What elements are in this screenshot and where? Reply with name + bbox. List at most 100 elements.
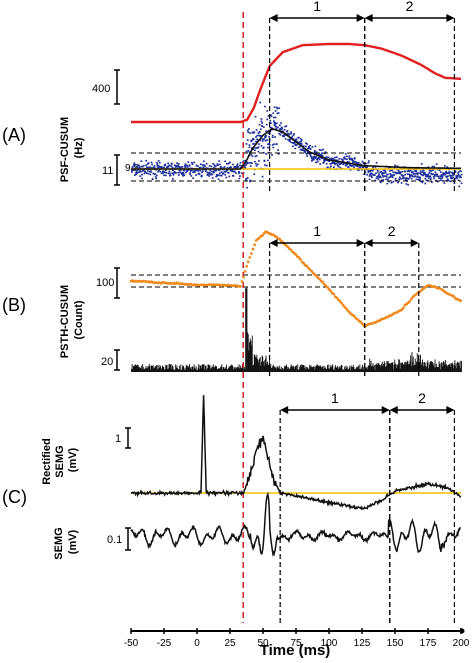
firing-dot (133, 162, 136, 164)
psth-bar (309, 364, 311, 372)
firing-dot (256, 134, 259, 137)
firing-dot (163, 171, 166, 173)
psth-bar (215, 366, 217, 372)
psth-bar (214, 365, 216, 372)
firing-dot (300, 143, 303, 145)
psth-bar (351, 367, 353, 372)
firing-dot (191, 161, 193, 164)
firing-dot (271, 144, 274, 146)
firing-dot (433, 175, 436, 177)
psth-bar (276, 366, 278, 372)
psth-bar (334, 365, 336, 372)
psth-bar (309, 366, 311, 372)
psth-bar (321, 367, 323, 372)
firing-dot (255, 140, 257, 143)
firing-dot (271, 154, 273, 156)
psth-bar (246, 287, 248, 372)
firing-dot (222, 172, 225, 174)
psth-bar (133, 366, 135, 372)
psth-bar (271, 368, 273, 372)
firing-dot (155, 177, 158, 180)
psth-bar (404, 362, 406, 372)
psth-bar (288, 368, 290, 372)
psth-bar (294, 366, 296, 372)
psth-bar (455, 363, 457, 372)
psth-bar (455, 365, 456, 372)
psth-bar (199, 369, 200, 372)
psth-bar (166, 365, 168, 372)
firing-dot (217, 164, 219, 166)
firing-dot (314, 157, 317, 160)
scale-bar-0-1mv (125, 527, 131, 551)
psth-bar (148, 364, 150, 372)
firing-dot (406, 177, 408, 179)
psth-bar (268, 365, 270, 372)
firing-rate-fit (131, 127, 461, 170)
psth-bar (179, 366, 181, 372)
firing-dot (176, 166, 179, 168)
firing-dot (367, 171, 370, 173)
psth-bar (249, 338, 251, 372)
psth-bar (355, 368, 357, 372)
psth-bar (432, 362, 433, 372)
psth-bar (202, 364, 204, 372)
psth-bar (154, 367, 155, 372)
firing-dot (437, 175, 440, 178)
firing-dot (333, 162, 336, 164)
firing-dot (415, 178, 418, 181)
firing-dot (346, 163, 349, 166)
firing-dot (215, 175, 218, 177)
period-b-arrow-head-right-2 (410, 239, 419, 247)
psth-bar (281, 370, 283, 372)
firing-dot (181, 173, 184, 176)
firing-dot (224, 174, 227, 176)
firing-dot (334, 163, 336, 166)
psf-cusum-curve (131, 42, 462, 124)
x-axis-title: Time (ms) (260, 642, 331, 659)
psth-bar (257, 358, 258, 372)
firing-dot (259, 101, 262, 104)
firing-dot (258, 134, 260, 137)
psth-bar (360, 368, 361, 372)
psth-cusum-point (261, 234, 264, 237)
firing-dot (385, 175, 387, 177)
psth-cusum-point (327, 287, 331, 291)
firing-dot (278, 124, 281, 127)
firing-dot (327, 166, 329, 169)
firing-dot (316, 160, 319, 163)
period-c-arrow-head-right-2 (446, 406, 455, 414)
firing-dot (185, 164, 187, 167)
firing-dot (254, 160, 256, 163)
psth-bar (259, 357, 261, 372)
psth-bar (191, 366, 193, 372)
psth-bar (275, 366, 277, 372)
firing-dot (252, 148, 254, 151)
firing-dot (233, 170, 236, 173)
psth-bar (274, 368, 276, 372)
firing-dot (261, 125, 263, 127)
psth-bar (150, 370, 151, 372)
firing-dot (431, 173, 433, 176)
firing-dot (318, 158, 321, 161)
firing-dot (457, 179, 460, 182)
psth-bar (370, 360, 372, 372)
firing-dot (145, 159, 148, 162)
psth-bar (295, 365, 297, 372)
psth-bar (371, 365, 373, 372)
psth-bar (297, 364, 299, 372)
firing-dot (440, 174, 443, 176)
firing-dot (139, 175, 142, 177)
firing-dot (246, 129, 249, 132)
psth-bar (353, 367, 355, 372)
firing-dot (157, 165, 160, 167)
firing-dot (369, 169, 372, 172)
firing-dot (309, 148, 312, 150)
firing-dot (261, 122, 263, 124)
psth-bar (360, 369, 362, 372)
psth-bar (350, 370, 351, 372)
firing-dot (179, 171, 181, 174)
firing-dot (239, 161, 242, 164)
firing-dot (327, 156, 330, 159)
firing-dot (452, 176, 455, 179)
firing-dot (280, 122, 282, 124)
